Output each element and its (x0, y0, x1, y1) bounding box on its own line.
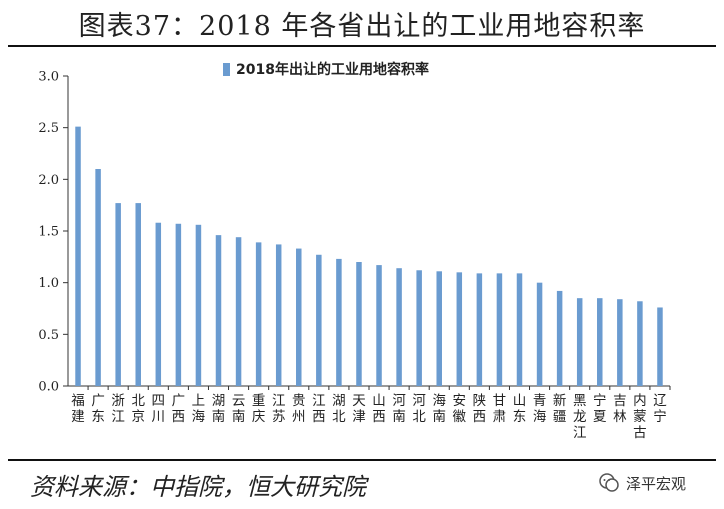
x-tick-label: 内蒙古 (633, 393, 647, 441)
bar (436, 271, 442, 386)
source-note: 资料来源：中指院，恒大研究院 (30, 473, 366, 501)
bar (336, 258, 342, 386)
x-tick-label: 甘肃 (493, 393, 507, 425)
bar (476, 273, 483, 386)
x-tick-label: 吉林 (613, 393, 627, 425)
bar (496, 273, 503, 386)
bar (255, 242, 262, 386)
bars (75, 126, 663, 386)
x-tick-label: 海南 (432, 393, 446, 425)
bar (556, 290, 563, 386)
bar (75, 126, 81, 386)
bar (155, 222, 162, 386)
x-tick-label: 湖北 (332, 393, 346, 425)
x-axis-labels: 福建广东浙江北京四川广西上海湖南云南重庆江苏贵州江西湖北天津山西河南河北海南安徽… (71, 392, 667, 441)
y-tick-label: 1.0 (38, 276, 59, 291)
x-tick-label: 湖南 (212, 393, 226, 425)
x-tick-label: 广东 (91, 393, 105, 425)
x-tick-label: 四川 (152, 393, 166, 425)
x-tick-label: 上海 (192, 393, 206, 425)
bar (356, 262, 362, 386)
bar (175, 223, 182, 386)
x-tick-label: 山东 (513, 393, 527, 425)
title-divider (8, 45, 716, 47)
x-tick-label: 宁夏 (593, 392, 607, 425)
chart-title: 图表37：2018 年各省出让的工业用地容积率 (78, 11, 646, 42)
bar (416, 270, 422, 386)
bar (536, 282, 543, 386)
x-tick-label: 青海 (533, 393, 547, 425)
bar (195, 224, 202, 386)
x-tick-label: 云南 (232, 393, 246, 425)
x-tick-label: 浙江 (111, 393, 125, 425)
x-tick-label: 山西 (372, 393, 386, 425)
x-tick-label: 北京 (131, 393, 145, 425)
y-axis: 0.0 0.5 1.0 1.5 2.0 2.5 3.0 (38, 70, 671, 395)
x-tick-label: 广西 (172, 393, 186, 425)
legend: 2018年出让的工业用地容积率 (223, 61, 429, 78)
x-tick-label: 江西 (312, 393, 326, 425)
x-tick-label: 辽宁 (653, 393, 667, 425)
x-tick-label: 天津 (352, 393, 366, 425)
watermark-text: 泽平宏观 (626, 474, 687, 493)
bar-chart: 0.0 0.5 1.0 1.5 2.0 2.5 3.0 2018年出让的工业用地容积率 福建… (38, 61, 671, 441)
bar (576, 298, 583, 386)
x-tick-label: 贵州 (292, 393, 306, 425)
bar (617, 299, 623, 386)
bar (275, 244, 282, 386)
bar (95, 169, 101, 386)
bar (657, 307, 663, 386)
watermark: 泽平宏观 (598, 472, 686, 494)
bar (296, 248, 302, 386)
y-tick-label: 1.5 (38, 225, 59, 240)
x-tick-label: 新疆 (553, 393, 567, 425)
bar (376, 265, 382, 386)
bar (456, 272, 463, 386)
y-tick-label: 2.5 (38, 121, 59, 136)
y-tick-label: 0.5 (38, 328, 59, 343)
bar (115, 203, 121, 386)
x-tick-label: 河北 (412, 393, 426, 425)
wechat-icon (599, 473, 619, 492)
bar (235, 237, 242, 386)
source-divider (8, 459, 716, 461)
y-tick-label: 2.0 (38, 173, 59, 188)
bar (597, 298, 603, 386)
legend-label: 2018年出让的工业用地容积率 (236, 61, 429, 78)
y-tick-label: 3.0 (38, 70, 59, 85)
legend-swatch (223, 63, 230, 76)
x-tick-label: 安徽 (453, 393, 467, 425)
x-tick-label: 陕西 (473, 393, 487, 425)
x-tick-label: 河南 (392, 393, 406, 425)
x-tick-label: 江苏 (272, 393, 286, 425)
bar (316, 254, 322, 386)
bar (135, 203, 141, 386)
bar (637, 301, 643, 386)
bar (215, 235, 222, 386)
bar (516, 273, 523, 386)
bar (396, 268, 402, 386)
x-tick-label: 黑龙江 (573, 393, 587, 441)
x-tick-label: 福建 (71, 393, 85, 425)
y-tick-label: 0.0 (38, 380, 59, 395)
x-tick-label: 重庆 (252, 393, 266, 425)
